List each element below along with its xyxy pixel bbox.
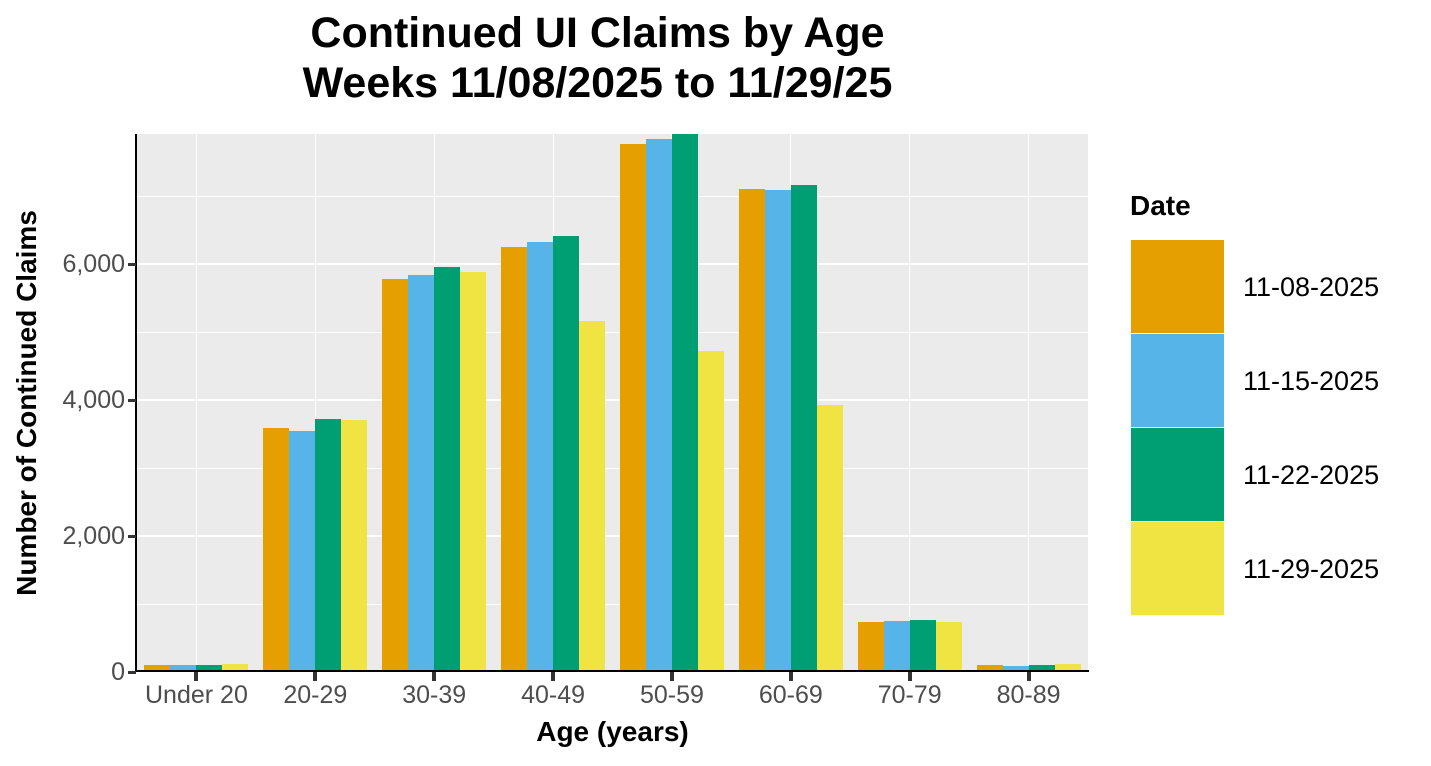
x-tick-label: 50-59 <box>639 681 704 709</box>
x-axis-line <box>135 670 1089 672</box>
legend-swatch-11-15-2025 <box>1131 334 1224 428</box>
bar-70-79-11-29-2025 <box>935 622 962 672</box>
bar-80-89-11-22-2025 <box>1028 664 1055 672</box>
vertical-gridline <box>195 134 197 672</box>
minor-gridline <box>137 331 1088 333</box>
bar-50-59-11-15-2025 <box>645 139 672 672</box>
legend-label: 11-08-2025 <box>1243 271 1380 302</box>
bar-70-79-11-08-2025 <box>857 622 884 672</box>
bar-50-59-11-22-2025 <box>671 134 698 672</box>
bar-40-49-11-22-2025 <box>553 235 580 672</box>
plot-panel <box>137 134 1088 672</box>
x-tick-mark <box>907 672 912 681</box>
legend-entries: 11-08-2025 11-15-2025 11-22-2025 11-29-2025 <box>1129 240 1429 616</box>
bar-80-89-11-29-2025 <box>1054 663 1081 672</box>
chart-title-line2: Weeks 11/08/2025 to 11/29/25 <box>302 59 893 107</box>
legend-swatch-11-08-2025 <box>1131 240 1224 334</box>
bar-under-20-11-08-2025 <box>144 664 171 672</box>
bar-70-79-11-15-2025 <box>883 621 910 672</box>
legend-entry: 11-08-2025 <box>1129 240 1429 334</box>
y-tick-label: 2,000 <box>62 522 125 551</box>
legend-label: 11-29-2025 <box>1243 553 1380 584</box>
x-tick-mark <box>669 672 674 681</box>
major-gridline <box>137 263 1088 266</box>
legend-label: 11-22-2025 <box>1243 459 1380 490</box>
bar-80-89-11-08-2025 <box>976 664 1003 672</box>
y-tick-mark <box>128 398 136 402</box>
vertical-gridline <box>314 134 316 672</box>
bar-50-59-11-08-2025 <box>619 143 646 672</box>
minor-gridline <box>137 195 1088 197</box>
x-tick-label: 70-79 <box>877 681 942 709</box>
y-tick-label: 6,000 <box>62 250 125 279</box>
legend-swatch-11-22-2025 <box>1131 428 1224 522</box>
x-tick-label: 60-69 <box>758 681 823 709</box>
major-gridline <box>137 535 1088 538</box>
bar-60-69-11-29-2025 <box>816 405 843 672</box>
bar-30-39-11-15-2025 <box>408 275 435 672</box>
legend-swatch-11-29-2025 <box>1131 522 1224 616</box>
bar-60-69-11-22-2025 <box>790 184 817 672</box>
vertical-gridline <box>909 134 911 672</box>
bar-60-69-11-08-2025 <box>738 189 765 672</box>
legend-title: Date <box>1130 190 1191 221</box>
bar-40-49-11-29-2025 <box>579 320 606 672</box>
minor-gridline <box>137 467 1088 469</box>
bar-50-59-11-29-2025 <box>697 350 724 672</box>
bar-20-29-11-08-2025 <box>263 428 290 672</box>
bar-20-29-11-22-2025 <box>315 419 342 672</box>
y-tick-mark <box>128 670 136 674</box>
legend-entry: 11-29-2025 <box>1129 522 1429 616</box>
legend-label: 11-15-2025 <box>1243 365 1380 396</box>
chart-title: Continued UI Claims by Age Weeks 11/08/2… <box>0 8 1195 108</box>
major-gridline <box>137 399 1088 402</box>
legend-entry: 11-15-2025 <box>1129 334 1429 428</box>
bar-60-69-11-15-2025 <box>764 190 791 672</box>
x-tick-mark <box>551 672 556 681</box>
legend-entry: 11-22-2025 <box>1129 428 1429 522</box>
bar-70-79-11-22-2025 <box>909 619 936 672</box>
x-tick-label: 30-39 <box>402 681 467 709</box>
bar-40-49-11-08-2025 <box>501 246 528 672</box>
bar-80-89-11-15-2025 <box>1002 665 1029 672</box>
bar-under-20-11-15-2025 <box>170 665 197 672</box>
minor-gridline <box>137 603 1088 605</box>
x-tick-mark <box>432 672 437 681</box>
x-tick-mark <box>313 672 318 681</box>
x-tick-mark <box>788 672 793 681</box>
x-tick-label: 20-29 <box>283 681 348 709</box>
bar-30-39-11-29-2025 <box>460 271 487 672</box>
bar-30-39-11-08-2025 <box>382 279 409 672</box>
x-tick-mark <box>1026 672 1031 681</box>
bar-20-29-11-29-2025 <box>341 419 368 672</box>
bar-under-20-11-29-2025 <box>222 663 249 672</box>
x-tick-label: 80-89 <box>996 681 1061 709</box>
chart-title-line1: Continued UI Claims by Age <box>310 9 885 57</box>
x-tick-label: 40-49 <box>521 681 586 709</box>
legend: Date 11-08-2025 11-15-2025 11-22-2025 11-29… <box>1129 190 1429 616</box>
bar-30-39-11-22-2025 <box>434 267 461 672</box>
y-tick-mark <box>128 262 136 266</box>
y-tick-mark <box>128 534 136 538</box>
y-tick-label: 0 <box>111 658 125 686</box>
x-tick-mark <box>194 672 199 681</box>
bar-20-29-11-15-2025 <box>289 430 316 672</box>
bar-40-49-11-15-2025 <box>527 242 554 672</box>
x-axis-title: Age (years) <box>536 716 689 747</box>
bar-under-20-11-22-2025 <box>196 664 223 672</box>
y-tick-label: 4,000 <box>62 386 125 415</box>
vertical-gridline <box>1028 134 1030 672</box>
y-axis-line <box>135 134 137 672</box>
x-tick-label: Under 20 <box>145 681 248 709</box>
